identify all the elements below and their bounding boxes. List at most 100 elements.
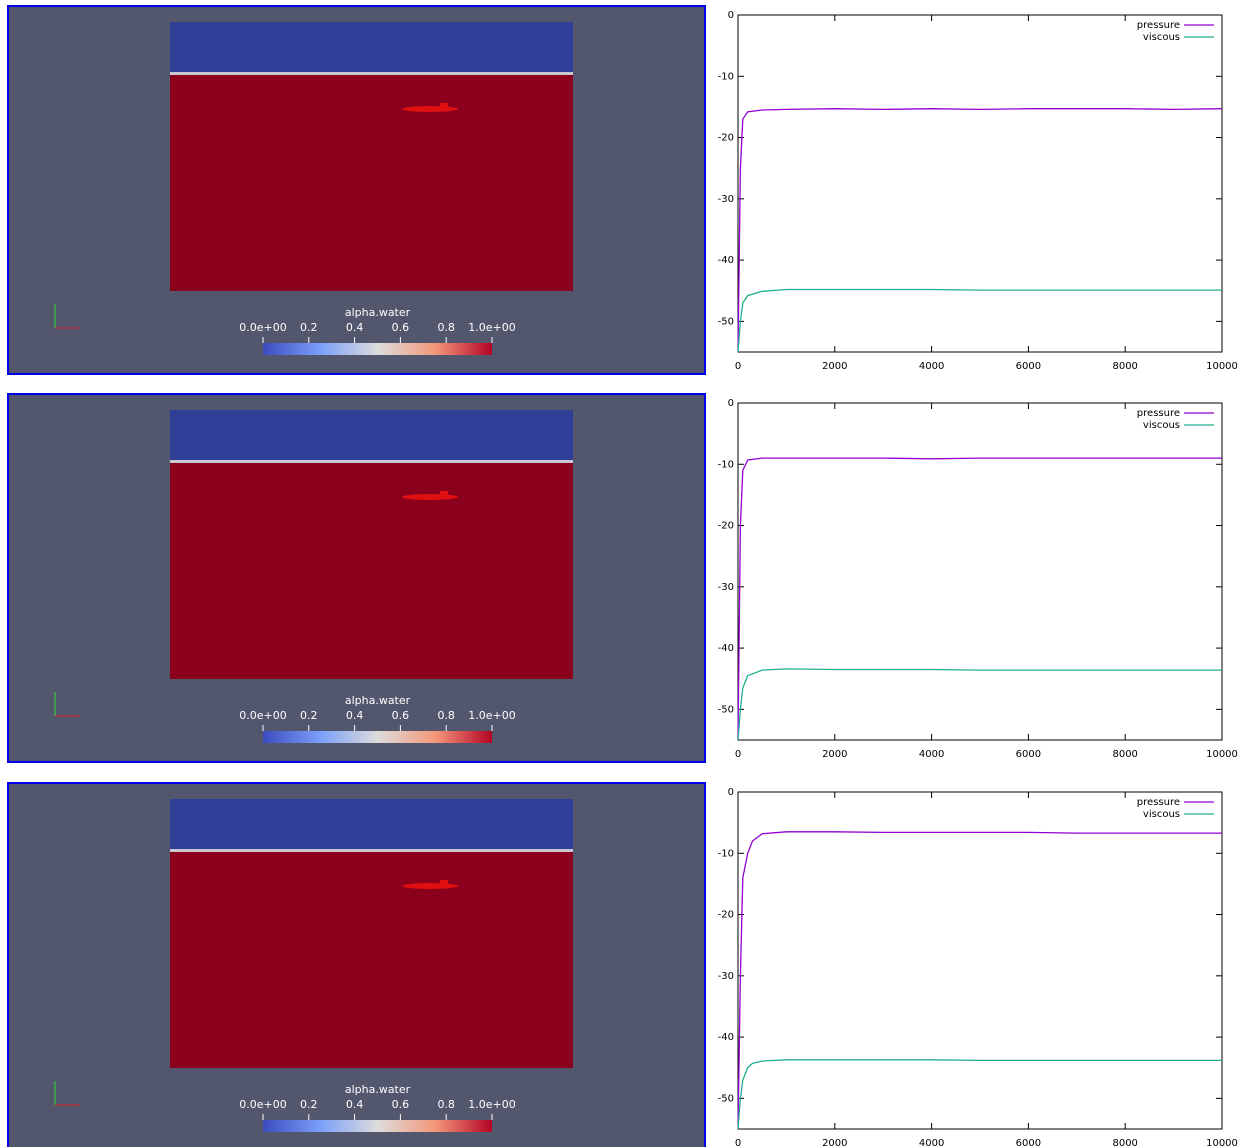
y-tick-label: -30 xyxy=(718,194,734,205)
colorbar: alpha.water 0.0e+00 0.2 0.4 0.6 0.8 1.0e+00 xyxy=(239,306,516,355)
colorbar-tick-label: 1.0e+00 xyxy=(468,321,515,334)
x-tick-label: 0 xyxy=(735,749,741,760)
y-tick-label: -40 xyxy=(718,255,734,266)
submarine xyxy=(402,494,458,500)
render-view: alpha.water 0.0e+00 0.2 0.4 0.6 0.8 1.0e+00 xyxy=(7,782,706,1147)
legend-label: viscous xyxy=(1143,32,1180,43)
y-tick-label: -40 xyxy=(718,643,734,654)
legend-label: pressure xyxy=(1137,20,1180,31)
colorbar-gradient xyxy=(263,343,492,355)
y-tick-label: -10 xyxy=(718,848,734,859)
render-view: alpha.water 0.0e+00 0.2 0.4 0.6 0.8 1.0e+00 xyxy=(7,393,706,763)
colorbar-tick-label: 0.8 xyxy=(437,321,455,334)
submarine xyxy=(402,883,458,889)
x-tick-label: 10000 xyxy=(1206,749,1238,760)
colorbar-gradient xyxy=(263,1120,492,1132)
colorbar: alpha.water 0.0e+00 0.2 0.4 0.6 0.8 1.0e+00 xyxy=(239,694,516,743)
x-tick-label: 10000 xyxy=(1206,1138,1238,1147)
colorbar-title: alpha.water xyxy=(345,306,411,319)
interface xyxy=(170,849,573,852)
series-line xyxy=(737,831,1222,1130)
air-region xyxy=(170,410,573,460)
x-tick-label: 6000 xyxy=(1016,361,1041,372)
y-tick-label: -50 xyxy=(718,316,734,327)
legend-label: viscous xyxy=(1143,809,1180,820)
chart: 0 -10 -20 -30 -40 -50 0 2000 4000 6000 8000 10000 pr… xyxy=(718,787,1238,1147)
plot-frame xyxy=(737,402,1223,741)
x-tick-label: 8000 xyxy=(1112,749,1137,760)
air-region xyxy=(170,22,573,72)
x-tick-label: 4000 xyxy=(919,1138,944,1147)
x-tick-label: 0 xyxy=(735,1138,741,1147)
colorbar-tick-label: 0.0e+00 xyxy=(239,321,286,334)
x-tick-label: 2000 xyxy=(822,749,847,760)
x-tick-label: 0 xyxy=(735,361,741,372)
x-tick-label: 10000 xyxy=(1206,361,1238,372)
colorbar-tick-label: 0.2 xyxy=(300,709,318,722)
y-tick-label: -30 xyxy=(718,971,734,982)
series-line xyxy=(737,457,1222,741)
water-region xyxy=(170,852,573,1068)
colorbar-tick-label: 0.6 xyxy=(392,709,410,722)
colorbar-title: alpha.water xyxy=(345,1083,411,1096)
colorbar-tick-label: 0.6 xyxy=(392,1098,410,1111)
colorbar-tick-label: 0.4 xyxy=(346,709,364,722)
colorbar-tick-label: 0.4 xyxy=(346,1098,364,1111)
y-tick-label: -30 xyxy=(718,582,734,593)
chart: 0 -10 -20 -30 -40 -50 0 2000 4000 6000 8000 10000 pr… xyxy=(718,10,1238,372)
y-tick-label: -50 xyxy=(718,1093,734,1104)
submarine-sail xyxy=(440,103,448,107)
colorbar-tick-label: 0.0e+00 xyxy=(239,1098,286,1111)
interface xyxy=(170,460,573,463)
x-tick-label: 2000 xyxy=(822,1138,847,1147)
colorbar-tick-label: 1.0e+00 xyxy=(468,1098,515,1111)
colorbar-tick-label: 0.2 xyxy=(300,1098,318,1111)
colorbar: alpha.water 0.0e+00 0.2 0.4 0.6 0.8 1.0e+00 xyxy=(239,1083,516,1132)
x-tick-label: 6000 xyxy=(1016,1138,1041,1147)
colorbar-tick-label: 0.8 xyxy=(437,709,455,722)
chart: 0 -10 -20 -30 -40 -50 0 2000 4000 6000 8000 10000 pr… xyxy=(718,398,1238,760)
y-tick-label: 0 xyxy=(728,787,734,798)
x-tick-label: 4000 xyxy=(919,361,944,372)
colorbar-tick-label: 0.8 xyxy=(437,1098,455,1111)
colorbar-tick-label: 0.2 xyxy=(300,321,318,334)
series-line xyxy=(737,668,1222,741)
water-region xyxy=(170,75,573,291)
render-view: alpha.water 0.0e+00 0.2 0.4 0.6 0.8 1.0e+00 xyxy=(7,5,706,375)
legend-label: viscous xyxy=(1143,420,1180,431)
y-tick-label: 0 xyxy=(728,398,734,409)
y-tick-label: -50 xyxy=(718,704,734,715)
plot-frame xyxy=(737,791,1223,1130)
y-tick-label: -40 xyxy=(718,1032,734,1043)
y-tick-label: -20 xyxy=(718,133,734,144)
water-region xyxy=(170,463,573,679)
legend-label: pressure xyxy=(1137,408,1180,419)
submarine-sail xyxy=(440,491,448,495)
colorbar-title: alpha.water xyxy=(345,694,411,707)
series-line xyxy=(737,108,1223,353)
colorbar-tick-label: 0.4 xyxy=(346,321,364,334)
plot-frame xyxy=(737,14,1223,353)
y-tick-label: -10 xyxy=(718,459,734,470)
air-region xyxy=(170,799,573,849)
x-tick-label: 8000 xyxy=(1112,361,1137,372)
x-tick-label: 8000 xyxy=(1112,1138,1137,1147)
x-tick-label: 6000 xyxy=(1016,749,1041,760)
legend-label: pressure xyxy=(1137,797,1180,808)
colorbar-tick-label: 0.0e+00 xyxy=(239,709,286,722)
x-tick-label: 4000 xyxy=(919,749,944,760)
colorbar-tick-label: 1.0e+00 xyxy=(468,709,515,722)
y-tick-label: -20 xyxy=(718,521,734,532)
y-tick-label: -10 xyxy=(718,71,734,82)
series-line xyxy=(737,288,1222,353)
submarine xyxy=(402,106,458,112)
colorbar-tick-label: 0.6 xyxy=(392,321,410,334)
interface xyxy=(170,72,573,75)
y-tick-label: -20 xyxy=(718,910,734,921)
y-tick-label: 0 xyxy=(728,10,734,21)
x-tick-label: 2000 xyxy=(822,361,847,372)
submarine-sail xyxy=(440,880,448,884)
colorbar-gradient xyxy=(263,731,492,743)
series-line xyxy=(737,1059,1222,1130)
